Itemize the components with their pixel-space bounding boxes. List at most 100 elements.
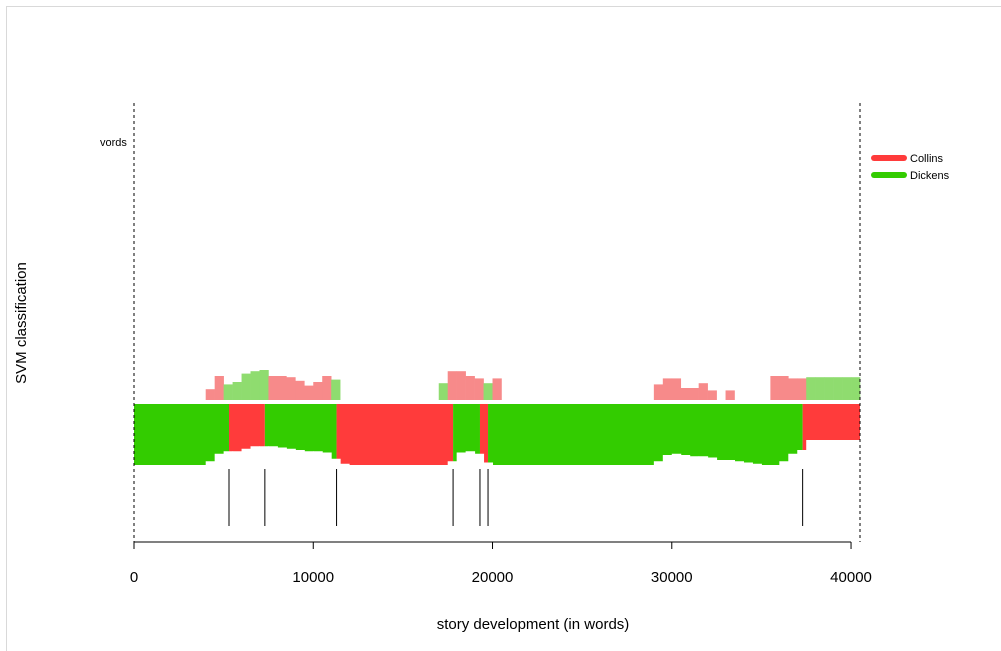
x-tick-label-2: 20000 (472, 569, 514, 586)
top-profile-bar-1 (214, 376, 224, 400)
top-profile-bar-19 (474, 378, 484, 400)
bottom-profile-gap-61 (680, 455, 691, 466)
bottom-profile-gap-62 (689, 456, 700, 466)
top-profile-bar-24 (671, 378, 682, 400)
x-tick-label-3: 30000 (651, 569, 693, 586)
x-tick-label-4: 40000 (830, 569, 872, 586)
bottom-profile-gap-22 (331, 458, 341, 466)
plot-frame (6, 6, 1001, 651)
top-profile-bar-12 (313, 382, 323, 400)
bottom-profile-gap-35 (447, 461, 458, 466)
top-profile-bar-3 (232, 382, 242, 400)
bottom-profile-gap-59 (662, 455, 673, 466)
bottom-profile-gap-10 (223, 451, 234, 466)
top-profile-bar-5 (250, 371, 260, 400)
x-tick-label-0: 0 (130, 569, 138, 586)
top-profile-bar-9 (286, 377, 296, 400)
top-profile-bar-2 (223, 384, 233, 400)
bottom-profile-gap-69 (752, 463, 762, 466)
top-profile-bar-32 (788, 378, 798, 400)
top-profile-bar-29 (725, 390, 735, 400)
bottom-profile-gap-8 (205, 461, 216, 466)
top-profile-bar-26 (689, 388, 699, 400)
top-profile-bar-8 (277, 376, 287, 400)
bottom-profile-gap-38 (474, 453, 485, 466)
top-profile-bar-34 (806, 377, 816, 400)
bottom-profile-gap-23 (340, 463, 350, 466)
bottom-profile-gap-60 (671, 453, 682, 466)
bottom-profile-gap-74 (797, 450, 807, 466)
top-profile-bar-31 (779, 376, 789, 400)
bottom-profile (205, 440, 861, 466)
top-profile-bar-36 (824, 377, 834, 400)
bottom-profile-gap-16 (277, 447, 287, 466)
bottom-profile-gap-67 (734, 461, 744, 466)
top-profile-bar-10 (295, 380, 305, 400)
top-profile-bar-37 (833, 377, 843, 400)
top-profile-bar-17 (456, 371, 466, 400)
top-profile (205, 370, 861, 400)
top-profile-bar-13 (322, 376, 332, 400)
top-profile-bar-18 (465, 376, 475, 400)
bottom-profile-gap-64 (707, 457, 718, 466)
bottom-profile-gap-21 (322, 452, 332, 466)
top-profile-bar-15 (438, 383, 449, 400)
bottom-profile-gap-79 (842, 440, 852, 466)
top-profile-bar-23 (662, 378, 673, 400)
bottom-profile-gap-75 (806, 440, 816, 466)
bottom-profile-gap-77 (824, 440, 834, 466)
top-profile-bar-28 (707, 390, 717, 400)
top-profile-bar-39 (851, 377, 861, 400)
bottom-profile-gap-18 (295, 450, 305, 466)
bottom-profile-gap-20 (313, 451, 323, 466)
bottom-profile-gap-72 (779, 461, 789, 466)
top-profile-bar-7 (268, 376, 278, 400)
corner-label: vords (100, 137, 127, 149)
top-profile-bar-16 (447, 371, 457, 400)
top-profile-bar-35 (815, 377, 825, 400)
x-axis: 0 10000 20000 30000 40000 (130, 541, 872, 586)
bottom-profile-gap-14 (259, 446, 269, 466)
top-profile-bar-20 (483, 383, 493, 400)
bottom-profile-gap-36 (456, 452, 467, 466)
bottom-profile-gap-65 (716, 460, 727, 466)
top-profile-bar-33 (797, 378, 807, 400)
top-profile-bar-6 (259, 370, 269, 400)
legend-label-dickens: Dickens (910, 170, 950, 182)
bottom-profile-gap-17 (286, 448, 296, 466)
top-profile-bar-25 (680, 388, 691, 400)
bottom-profile-gap-11 (232, 451, 243, 466)
top-profile-bar-11 (304, 385, 314, 400)
bottom-profile-gap-78 (833, 440, 843, 466)
bottom-profile-gap-19 (304, 451, 314, 466)
bottom-profile-gap-80 (851, 440, 861, 466)
top-profile-bar-22 (653, 384, 664, 400)
bottom-profile-gap-12 (241, 448, 252, 466)
x-tick-label-1: 10000 (292, 569, 334, 586)
bottom-profile-gap-68 (743, 462, 753, 466)
bottom-profile-gap-58 (653, 461, 664, 466)
bottom-profile-gap-63 (698, 456, 709, 466)
top-profile-bar-30 (770, 376, 780, 400)
segment-dickens-0 (134, 404, 230, 465)
segment-collins-5 (479, 404, 489, 465)
segment-collins-3 (336, 404, 454, 465)
top-profile-bar-4 (241, 373, 251, 400)
bottom-profile-gap-15 (268, 446, 278, 466)
legend-label-collins: Collins (910, 153, 944, 165)
top-profile-bar-38 (842, 377, 852, 400)
top-profile-bar-21 (492, 378, 502, 400)
top-profile-bar-0 (205, 389, 215, 400)
breakpoint-lines (133, 103, 861, 542)
legend: Collins Dickens (871, 153, 950, 182)
top-profile-bar-27 (698, 383, 708, 400)
bottom-profile-gap-13 (250, 446, 260, 466)
bottom-profile-gap-39 (483, 462, 494, 466)
bottom-profile-gap-66 (725, 460, 736, 466)
bottom-profile-gap-73 (788, 453, 798, 466)
bottom-profile-gap-37 (465, 451, 476, 466)
bottom-profile-gap-9 (214, 453, 225, 466)
x-axis-label: story development (in words) (437, 616, 630, 633)
segment-dickens-6 (488, 404, 803, 465)
